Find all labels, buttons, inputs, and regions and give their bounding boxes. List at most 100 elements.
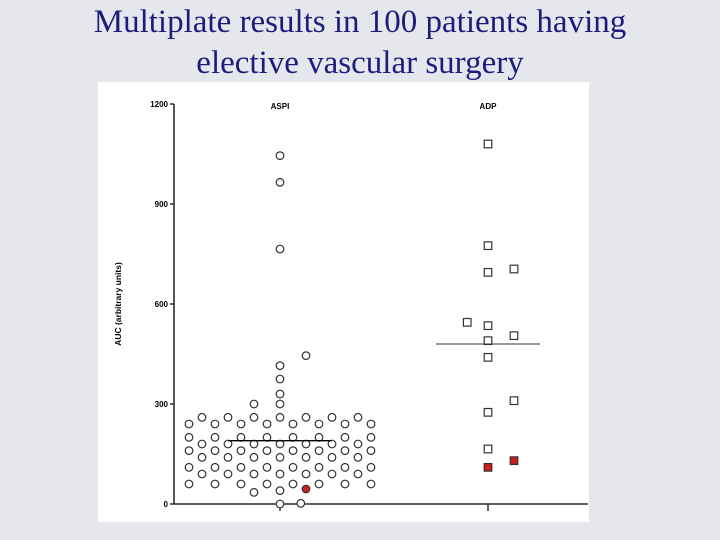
- aspi-point: [236, 446, 246, 456]
- aspi-point: [236, 419, 246, 429]
- aspi-point: [249, 469, 259, 479]
- aspi-point: [340, 479, 350, 489]
- aspi-point-highlighted: [301, 484, 311, 494]
- aspi-point: [197, 439, 207, 449]
- y-tick-label: 1200: [150, 100, 168, 109]
- slide-title: Multiplate results in 100 patients havin…: [0, 2, 720, 84]
- aspi-point: [327, 412, 337, 422]
- aspi-point: [275, 452, 285, 462]
- aspi-point: [314, 479, 324, 489]
- y-axis-title: AUC (arbitrary units): [113, 262, 123, 346]
- adp-point: [509, 331, 519, 341]
- aspi-point: [223, 469, 233, 479]
- aspi-point: [275, 469, 285, 479]
- aspi-point: [275, 177, 285, 187]
- adp-point: [483, 444, 493, 454]
- aspi-point: [366, 462, 376, 472]
- y-tick-label: 900: [155, 200, 169, 209]
- y-tick-label: 0: [164, 500, 169, 509]
- category-label-adp: ADP: [480, 102, 498, 111]
- aspi-point: [353, 412, 363, 422]
- aspi-point: [262, 479, 272, 489]
- aspi-point: [275, 361, 285, 371]
- adp-point: [483, 407, 493, 417]
- adp-point: [509, 264, 519, 274]
- adp-point: [462, 317, 472, 327]
- aspi-point: [223, 452, 233, 462]
- aspi-point: [288, 446, 298, 456]
- aspi-point: [301, 412, 311, 422]
- aspi-point: [275, 412, 285, 422]
- marks-layer: [184, 139, 540, 509]
- aspi-point: [353, 469, 363, 479]
- adp-point: [483, 267, 493, 277]
- aspi-point: [301, 469, 311, 479]
- aspi-point: [301, 452, 311, 462]
- aspi-point: [288, 419, 298, 429]
- aspi-point: [275, 244, 285, 254]
- aspi-point: [275, 374, 285, 384]
- aspi-point: [275, 389, 285, 399]
- chart-panel: 0 300 600 900 1200 ASPI ADP AUC (arbitrary unit…: [98, 82, 589, 522]
- aspi-point: [366, 432, 376, 442]
- aspi-point: [366, 479, 376, 489]
- adp-point-highlighted: [483, 462, 493, 472]
- aspi-point: [327, 452, 337, 462]
- aspi-point: [353, 452, 363, 462]
- aspi-point: [340, 446, 350, 456]
- aspi-point: [314, 462, 324, 472]
- aspi-point: [249, 487, 259, 497]
- y-tick-label: 600: [155, 300, 169, 309]
- aspi-point: [275, 151, 285, 161]
- aspi-point: [288, 479, 298, 489]
- aspi-point: [262, 446, 272, 456]
- aspi-point: [184, 432, 194, 442]
- adp-point-highlighted: [509, 456, 519, 466]
- aspi-point: [236, 479, 246, 489]
- adp-point: [483, 336, 493, 346]
- aspi-point: [288, 462, 298, 472]
- aspi-point: [249, 412, 259, 422]
- adp-point: [509, 396, 519, 406]
- category-label-aspi: ASPI: [271, 102, 290, 111]
- aspi-point: [275, 499, 285, 509]
- aspi-point: [210, 479, 220, 489]
- y-tick-label: 300: [155, 400, 169, 409]
- aspi-point: [366, 446, 376, 456]
- aspi-point: [210, 462, 220, 472]
- aspi-point: [296, 498, 306, 508]
- aspi-point: [366, 419, 376, 429]
- aspi-point: [327, 469, 337, 479]
- aspi-point: [314, 419, 324, 429]
- aspi-point: [184, 479, 194, 489]
- aspi-point: [210, 446, 220, 456]
- aspi-point: [197, 412, 207, 422]
- aspi-point: [340, 419, 350, 429]
- aspi-point: [210, 432, 220, 442]
- aspi-point: [184, 446, 194, 456]
- aspi-point: [184, 462, 194, 472]
- aspi-point: [197, 452, 207, 462]
- aspi-point: [249, 452, 259, 462]
- aspi-point: [210, 419, 220, 429]
- aspi-point: [223, 412, 233, 422]
- aspi-point: [249, 399, 259, 409]
- adp-point: [483, 241, 493, 251]
- adp-point: [483, 352, 493, 362]
- aspi-point: [340, 462, 350, 472]
- aspi-point: [236, 462, 246, 472]
- dot-plot-chart: 0 300 600 900 1200 ASPI ADP AUC (arbitrary unit…: [113, 100, 588, 511]
- axes-layer: 0 300 600 900 1200 ASPI ADP AUC (arbitrary unit…: [113, 100, 588, 511]
- aspi-point: [275, 486, 285, 496]
- aspi-point: [197, 469, 207, 479]
- aspi-point: [301, 351, 311, 361]
- aspi-point: [353, 439, 363, 449]
- aspi-point: [275, 399, 285, 409]
- aspi-point: [184, 419, 194, 429]
- aspi-point: [262, 462, 272, 472]
- slide-title-line-1: Multiplate results in 100 patients havin…: [93, 4, 627, 40]
- adp-point: [483, 321, 493, 331]
- aspi-point: [340, 432, 350, 442]
- aspi-point: [262, 419, 272, 429]
- adp-point: [483, 139, 493, 149]
